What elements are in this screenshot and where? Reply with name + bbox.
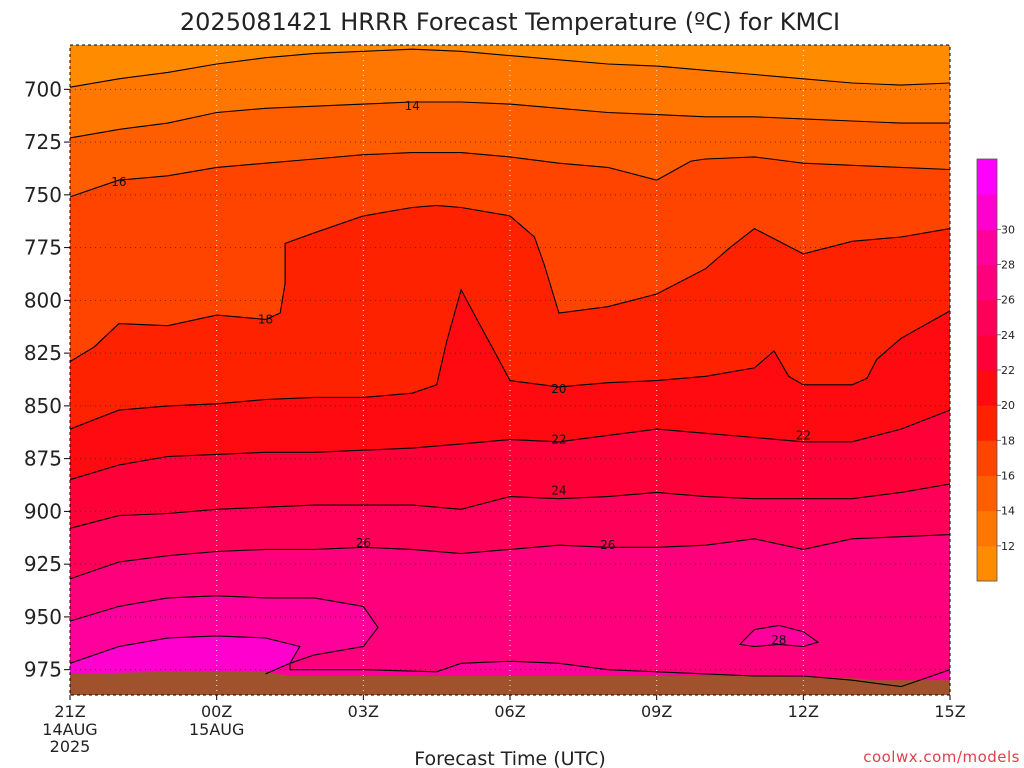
y-tick-label: 900	[24, 499, 62, 523]
contour-line-28	[69, 595, 951, 688]
colorbar-label: 14	[1001, 505, 1015, 518]
colorbar-label: 18	[1001, 434, 1015, 447]
temperature-fill-layer	[70, 45, 950, 696]
colorbar-segment	[977, 334, 997, 371]
y-tick-label: 700	[24, 77, 62, 101]
y-tick-label: 800	[24, 288, 62, 312]
contour-label: 16	[111, 175, 126, 189]
contour-line-30	[69, 635, 301, 675]
colorbar-label: 22	[1001, 364, 1015, 377]
contour-label: 14	[405, 99, 420, 113]
contour-label: 20	[551, 382, 566, 396]
colorbar-segment	[977, 299, 997, 336]
contour-line-28	[738, 624, 820, 648]
colorbar-label: 16	[1001, 470, 1015, 483]
x-tick-label: 03Z	[348, 702, 379, 721]
contour-label: 26	[600, 538, 615, 552]
y-axis: 700 725 750 775 800 825 850 875 900 925 950 975	[24, 77, 70, 682]
colorbar-label: 28	[1001, 259, 1015, 272]
ground-layer	[70, 671, 950, 695]
colorbar-label: 20	[1001, 399, 1015, 412]
colorbar: 12 14 16 18 20 22 24 26 28 30	[976, 158, 1015, 582]
contour-label: 22	[796, 428, 811, 442]
y-tick-label: 950	[24, 605, 62, 629]
x-tick-label: 15Z	[934, 702, 965, 721]
x-tick-label: 06Z	[494, 702, 525, 721]
contour-label: 24	[551, 483, 566, 497]
contour-label: 28	[771, 633, 786, 647]
colorbar-segment	[977, 264, 997, 301]
colorbar-segment	[977, 370, 997, 406]
colorbar-segment	[977, 159, 997, 195]
ground-terrain	[70, 671, 950, 695]
contour-line-16	[69, 152, 951, 198]
colorbar-segment	[977, 229, 997, 265]
contour-label: 18	[258, 312, 273, 326]
y-tick-label: 750	[24, 183, 62, 207]
x-tick-label: 21Z	[54, 702, 85, 721]
colorbar-label: 24	[1001, 329, 1015, 342]
credit-label: coolwx.com/models	[863, 748, 1020, 766]
colorbar-segment	[977, 405, 997, 441]
contour-line-22	[69, 409, 951, 481]
y-tick-label: 725	[24, 130, 62, 154]
x-tick-sublabel: 2025	[50, 737, 91, 756]
contour-labels-layer: 14 16 18 20 22 22 24 26 26 28	[111, 99, 811, 647]
y-tick-label: 825	[24, 341, 62, 365]
y-tick-label: 875	[24, 447, 62, 471]
x-tick-label: 09Z	[641, 702, 672, 721]
colorbar-label: 30	[1001, 223, 1015, 236]
contour-label: 26	[356, 536, 371, 550]
contour-layer	[69, 48, 951, 688]
colorbar-label: 12	[1001, 540, 1015, 553]
x-tick-sublabel: 14AUG	[42, 720, 97, 739]
y-tick-label: 775	[24, 236, 62, 260]
x-axis-label: Forecast Time (UTC)	[414, 748, 605, 768]
chart-title: 2025081421 HRRR Forecast Temperature (ºC…	[180, 8, 840, 36]
contour-label: 22	[551, 433, 566, 447]
colorbar-segment	[977, 194, 997, 230]
colorbar-segment	[977, 440, 997, 476]
y-tick-label: 925	[24, 552, 62, 576]
contour-line-26	[69, 534, 951, 580]
contour-line-18	[69, 204, 951, 363]
colorbar-segment	[977, 510, 997, 547]
colorbar-segment	[977, 545, 997, 582]
y-tick-label: 850	[24, 394, 62, 418]
contour-line-14	[69, 101, 950, 139]
x-tick-label: 12Z	[788, 702, 819, 721]
colorbar-segment	[977, 475, 997, 512]
contour-line-24	[69, 483, 951, 529]
x-tick-sublabel: 15AUG	[189, 720, 244, 739]
colorbar-label: 26	[1001, 294, 1015, 307]
contour-line-20	[69, 288, 951, 430]
contour-line-13	[69, 48, 951, 88]
grid-layer	[70, 45, 950, 695]
x-tick-label: 00Z	[201, 702, 232, 721]
y-tick-label: 975	[24, 658, 62, 682]
